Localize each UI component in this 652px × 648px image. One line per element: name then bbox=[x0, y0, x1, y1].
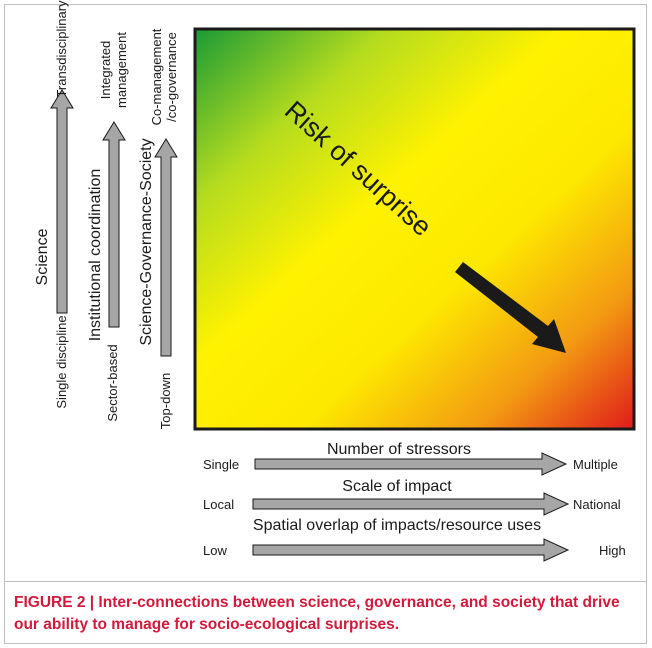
risk-gradient-square bbox=[193, 27, 636, 431]
science-title: Science bbox=[34, 228, 51, 285]
caption-divider bbox=[4, 581, 647, 582]
figure-frame bbox=[4, 4, 647, 644]
figure-caption: FIGURE 2 | Inter-connections between sci… bbox=[14, 594, 620, 633]
stressors-high-label: Multiple bbox=[573, 457, 618, 472]
scale-title: Scale of impact bbox=[342, 478, 452, 495]
institutional-arrow bbox=[102, 121, 126, 328]
scale-high-label: National bbox=[573, 497, 621, 512]
risk-arrow bbox=[455, 262, 566, 353]
science-high-label: Transdisciplinary bbox=[54, 0, 69, 98]
stressors-low-label: Single bbox=[203, 457, 239, 472]
institutional-high-label-1: Integrated bbox=[98, 41, 113, 100]
overlap-arrow bbox=[252, 538, 570, 562]
stressors-arrow bbox=[254, 452, 568, 476]
sgs-high-label-2: /co-governance bbox=[164, 32, 179, 122]
scale-low-label: Local bbox=[203, 497, 234, 512]
institutional-high-label-2: management bbox=[114, 32, 129, 108]
sgs-high-label-1: Co-management bbox=[149, 28, 164, 125]
institutional-title: Institutional coordination bbox=[87, 169, 104, 342]
scale-arrow bbox=[252, 492, 570, 516]
stressors-title: Number of stressors bbox=[327, 441, 471, 458]
science-arrow bbox=[50, 89, 74, 314]
overlap-high-label: High bbox=[599, 543, 626, 558]
overlap-title: Spatial overlap of impacts/resource uses bbox=[253, 517, 541, 534]
overlap-low-label: Low bbox=[203, 543, 227, 558]
sgs-low-label: Top-down bbox=[158, 373, 173, 429]
sgs-title: Science-Governance-Society bbox=[138, 138, 155, 345]
science-low-label: Single discipline bbox=[54, 315, 69, 408]
institutional-low-label: Sector-based bbox=[105, 344, 120, 421]
diagram: Risk of surprise Science Single discipli… bbox=[34, 0, 636, 562]
sgs-arrow bbox=[154, 138, 178, 357]
